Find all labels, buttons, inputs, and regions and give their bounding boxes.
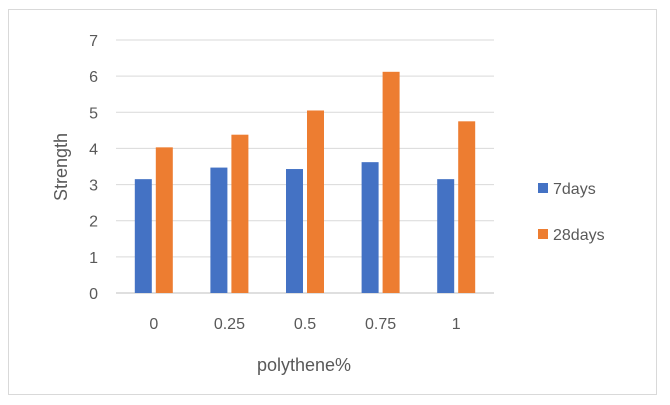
y-tick-label: 7	[89, 33, 98, 50]
bar-7days-0.75	[361, 162, 379, 293]
bar-7days-0.25	[210, 167, 228, 293]
bar-7days-0.5	[286, 169, 303, 293]
legend-label-7days: 7days	[553, 181, 596, 198]
y-tick-label: 2	[89, 214, 98, 231]
y-tick-label: 6	[89, 69, 98, 86]
x-tick-label: 0.75	[365, 316, 396, 333]
legend-swatch-28days	[538, 229, 548, 239]
bar-28days-0.25	[231, 134, 249, 293]
y-axis-ticks: 0 1 2 3 4 5 6 7	[89, 33, 98, 303]
y-tick-label: 0	[89, 286, 98, 303]
bar-28days-0.75	[382, 71, 400, 293]
y-tick-label: 3	[89, 178, 98, 195]
legend: 7days 28days	[538, 181, 605, 244]
bar-7days-0	[134, 179, 152, 293]
bar-28days-0.5	[307, 110, 324, 293]
bars	[134, 71, 476, 293]
x-tick-label: 0.25	[214, 316, 245, 333]
x-tick-label: 0	[149, 316, 158, 333]
x-tick-label: 0.5	[294, 316, 316, 333]
legend-swatch-7days	[538, 183, 548, 193]
x-tick-label: 1	[452, 316, 461, 333]
y-tick-label: 1	[89, 250, 98, 267]
legend-label-28days: 28days	[553, 227, 605, 244]
chart-area	[8, 9, 657, 395]
y-tick-label: 5	[89, 105, 98, 122]
bar-7days-1	[437, 179, 455, 293]
gridlines	[116, 39, 494, 294]
bar-28days-0	[155, 147, 173, 293]
y-tick-label: 4	[89, 141, 98, 158]
x-axis-title: polythene%	[257, 355, 351, 375]
x-axis-ticks: 0 0.25 0.5 0.75 1	[149, 316, 460, 333]
bar-28days-1	[458, 121, 476, 293]
y-axis-title: Strength	[51, 133, 71, 201]
